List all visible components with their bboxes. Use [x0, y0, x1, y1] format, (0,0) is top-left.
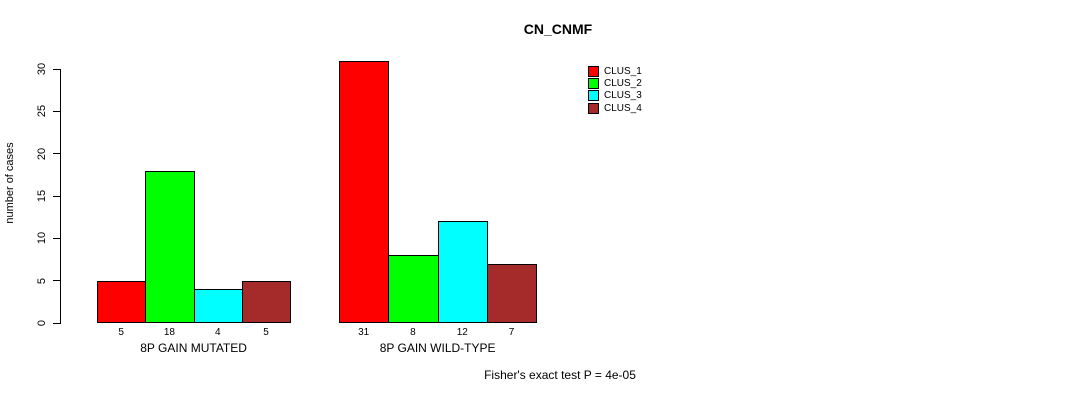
bar-value-label: 8: [410, 327, 416, 338]
bar: [437, 221, 488, 323]
bar: [97, 280, 147, 323]
group-label: 8P GAIN WILD-TYPE: [379, 341, 496, 355]
y-tick-mark: [53, 68, 60, 70]
bar-value-label: 31: [358, 327, 370, 338]
bar-value-label: 5: [118, 327, 124, 338]
legend-swatch: [588, 65, 599, 77]
legend-row: CLUS_2: [588, 77, 642, 89]
y-axis-label: number of cases: [4, 142, 16, 224]
y-tick-label: 0: [36, 319, 48, 327]
y-tick-mark: [53, 280, 60, 282]
chart-title: CN_CNMF: [523, 21, 593, 37]
y-tick-mark: [53, 110, 60, 112]
bar: [339, 60, 390, 323]
bar: [241, 280, 292, 323]
legend-label: CLUS_3: [604, 90, 642, 102]
y-tick-label: 25: [36, 105, 48, 118]
legend-label: CLUS_4: [604, 102, 642, 114]
y-tick-label: 15: [36, 189, 48, 203]
bar: [486, 263, 538, 323]
bar-value-label: 4: [214, 327, 221, 338]
bar-value-label: 18: [163, 327, 175, 338]
legend: CLUS_1 CLUS_2 CLUS_3 CLUS_4: [588, 65, 642, 114]
bar-value-label: 7: [508, 327, 515, 338]
annotation: Fisher's exact test P = 4e-05: [484, 368, 636, 382]
y-tick-mark: [53, 322, 60, 324]
legend-row: CLUS_3: [588, 90, 642, 102]
group-label: 8P GAIN MUTATED: [140, 341, 247, 355]
bar: [193, 289, 243, 323]
legend-swatch: [588, 90, 599, 102]
y-axis-line: [60, 69, 61, 324]
legend-row: CLUS_4: [588, 102, 642, 114]
bar-value-label: 5: [263, 327, 269, 338]
y-tick-mark: [53, 237, 60, 239]
bar-value-label: 12: [456, 327, 468, 338]
y-tick-mark: [53, 195, 60, 197]
legend-label: CLUS_1: [604, 65, 642, 77]
bar: [388, 255, 439, 323]
legend-row: CLUS_1: [588, 65, 642, 77]
y-tick-label: 5: [36, 277, 48, 284]
y-tick-mark: [53, 153, 60, 155]
y-tick-label: 30: [36, 62, 48, 76]
y-tick-label: 10: [36, 232, 48, 245]
legend-swatch: [588, 77, 599, 89]
y-tick-label: 20: [36, 147, 48, 160]
legend-swatch: [588, 102, 599, 114]
legend-label: CLUS_2: [604, 77, 642, 89]
bar: [145, 170, 195, 323]
